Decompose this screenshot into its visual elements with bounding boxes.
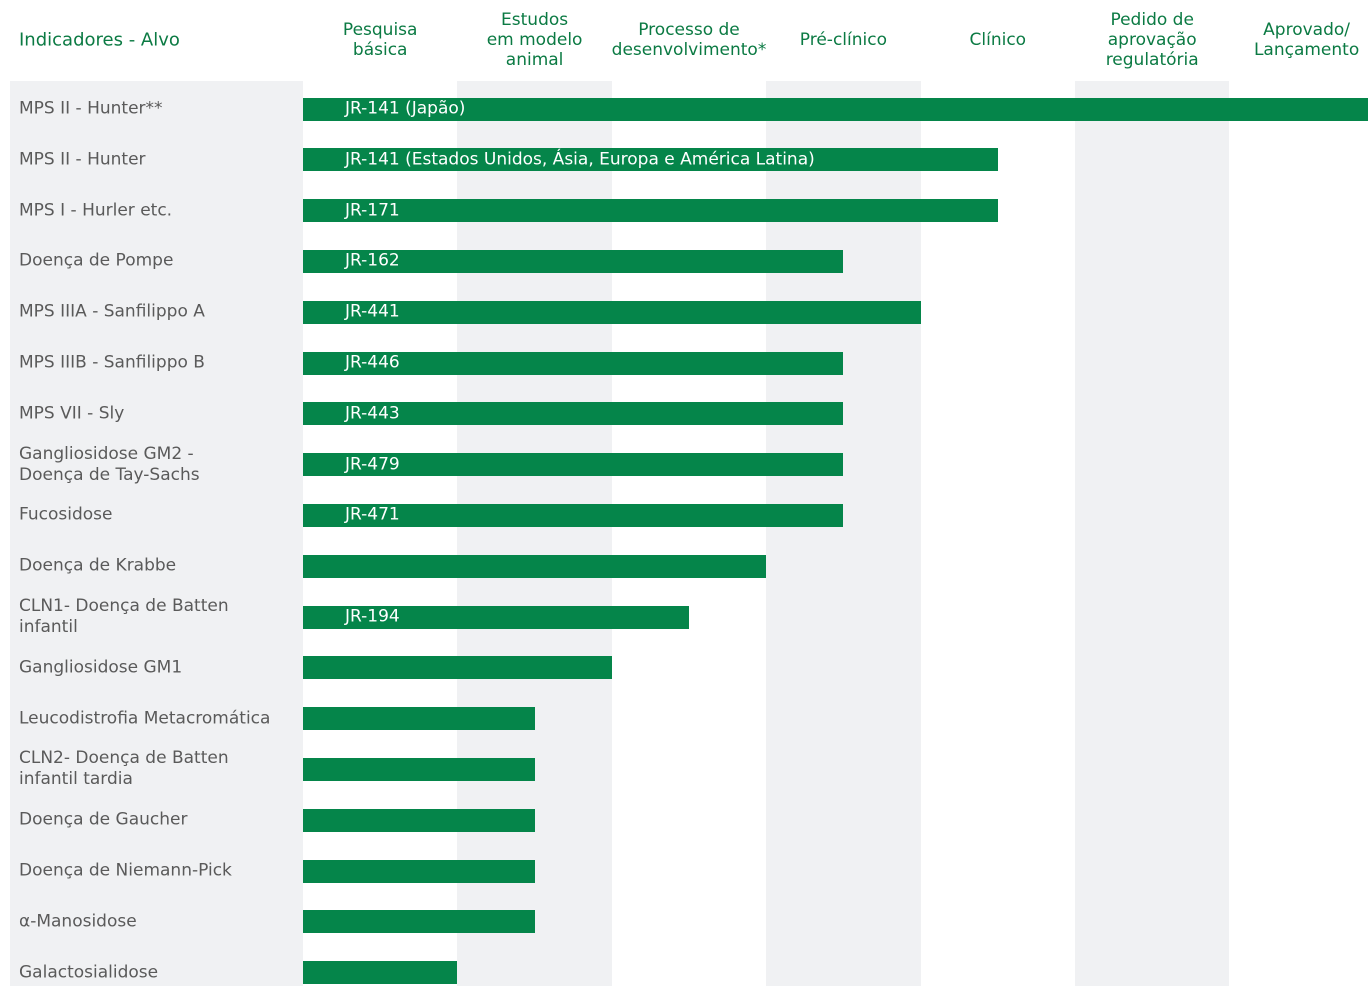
- stage-column: [1075, 81, 1230, 986]
- bar: [303, 300, 921, 324]
- row-label: MPS II - Hunter**: [19, 98, 163, 119]
- row-label: Doença de Niemann-Pick: [19, 860, 232, 881]
- stage-label: Pesquisa básica: [342, 20, 418, 60]
- bar: [303, 757, 535, 781]
- bar: [303, 605, 689, 629]
- row-label: CLN2- Doença de Batten infantil tardia: [19, 748, 229, 790]
- stage-label: Estudos em modelo animal: [486, 10, 583, 70]
- bar-label: JR-443: [345, 403, 400, 424]
- stage-column: [457, 81, 612, 986]
- header-label: Indicadores - Alvo: [19, 29, 180, 51]
- bar: [303, 910, 535, 934]
- stage-label: Pedido de aprovação regulatória: [1105, 10, 1199, 70]
- row-label: Gangliosidose GM1: [19, 657, 183, 678]
- label-panel: [10, 81, 303, 986]
- bar: [303, 808, 535, 832]
- bar: [303, 707, 535, 731]
- bar-label: JR-194: [345, 606, 400, 627]
- row-label: Fucosidose: [19, 504, 113, 525]
- bar: [303, 453, 844, 477]
- bar-label: JR-479: [345, 454, 400, 475]
- bar: [303, 199, 998, 223]
- bar: [303, 961, 458, 985]
- bar-label: JR-141 (Japão): [345, 98, 466, 119]
- bar: [303, 402, 844, 426]
- stage-column: [766, 81, 921, 986]
- stage-label: Pré-clínico: [799, 30, 887, 50]
- row-label: MPS I - Hurler etc.: [19, 200, 173, 221]
- bar: [303, 503, 844, 527]
- stage-label: Aprovado/ Lançamento: [1253, 20, 1360, 60]
- row-label: Gangliosidose GM2 - Doença de Tay-Sachs: [19, 443, 200, 485]
- bar-label: JR-171: [345, 200, 400, 221]
- bar: [303, 656, 612, 680]
- stage-label: Clínico: [969, 30, 1027, 50]
- row-label: Doença de Krabbe: [19, 555, 177, 576]
- bar-label: JR-446: [345, 352, 400, 373]
- row-label: Doença de Gaucher: [19, 809, 188, 830]
- bar: [303, 249, 844, 273]
- stage-label: Processo de desenvolvimento*: [611, 20, 767, 60]
- bar: [303, 351, 844, 375]
- bar-label: JR-141 (Estados Unidos, Ásia, Europa e A…: [345, 149, 815, 170]
- bar: [303, 859, 535, 883]
- row-label: Doença de Pompe: [19, 250, 174, 271]
- row-label: α-Manosidose: [19, 911, 137, 932]
- bar-label: JR-162: [345, 250, 400, 271]
- row-label: Galactosialidose: [19, 962, 159, 983]
- row-label: MPS II - Hunter: [19, 149, 146, 170]
- bar: [303, 554, 767, 578]
- row-label: CLN1- Doença de Batten infantil: [19, 596, 229, 637]
- row-label: MPS IIIA - Sanfilippo A: [19, 301, 205, 322]
- row-label: Leucodistrofia Metacromática: [19, 708, 271, 729]
- bar-label: JR-441: [345, 301, 400, 322]
- bar: [303, 148, 998, 172]
- bar: [303, 97, 1368, 121]
- bar-label: JR-471: [345, 504, 400, 525]
- row-label: MPS IIIB - Sanfilippo B: [19, 352, 205, 373]
- row-label: MPS VII - Sly: [19, 403, 125, 424]
